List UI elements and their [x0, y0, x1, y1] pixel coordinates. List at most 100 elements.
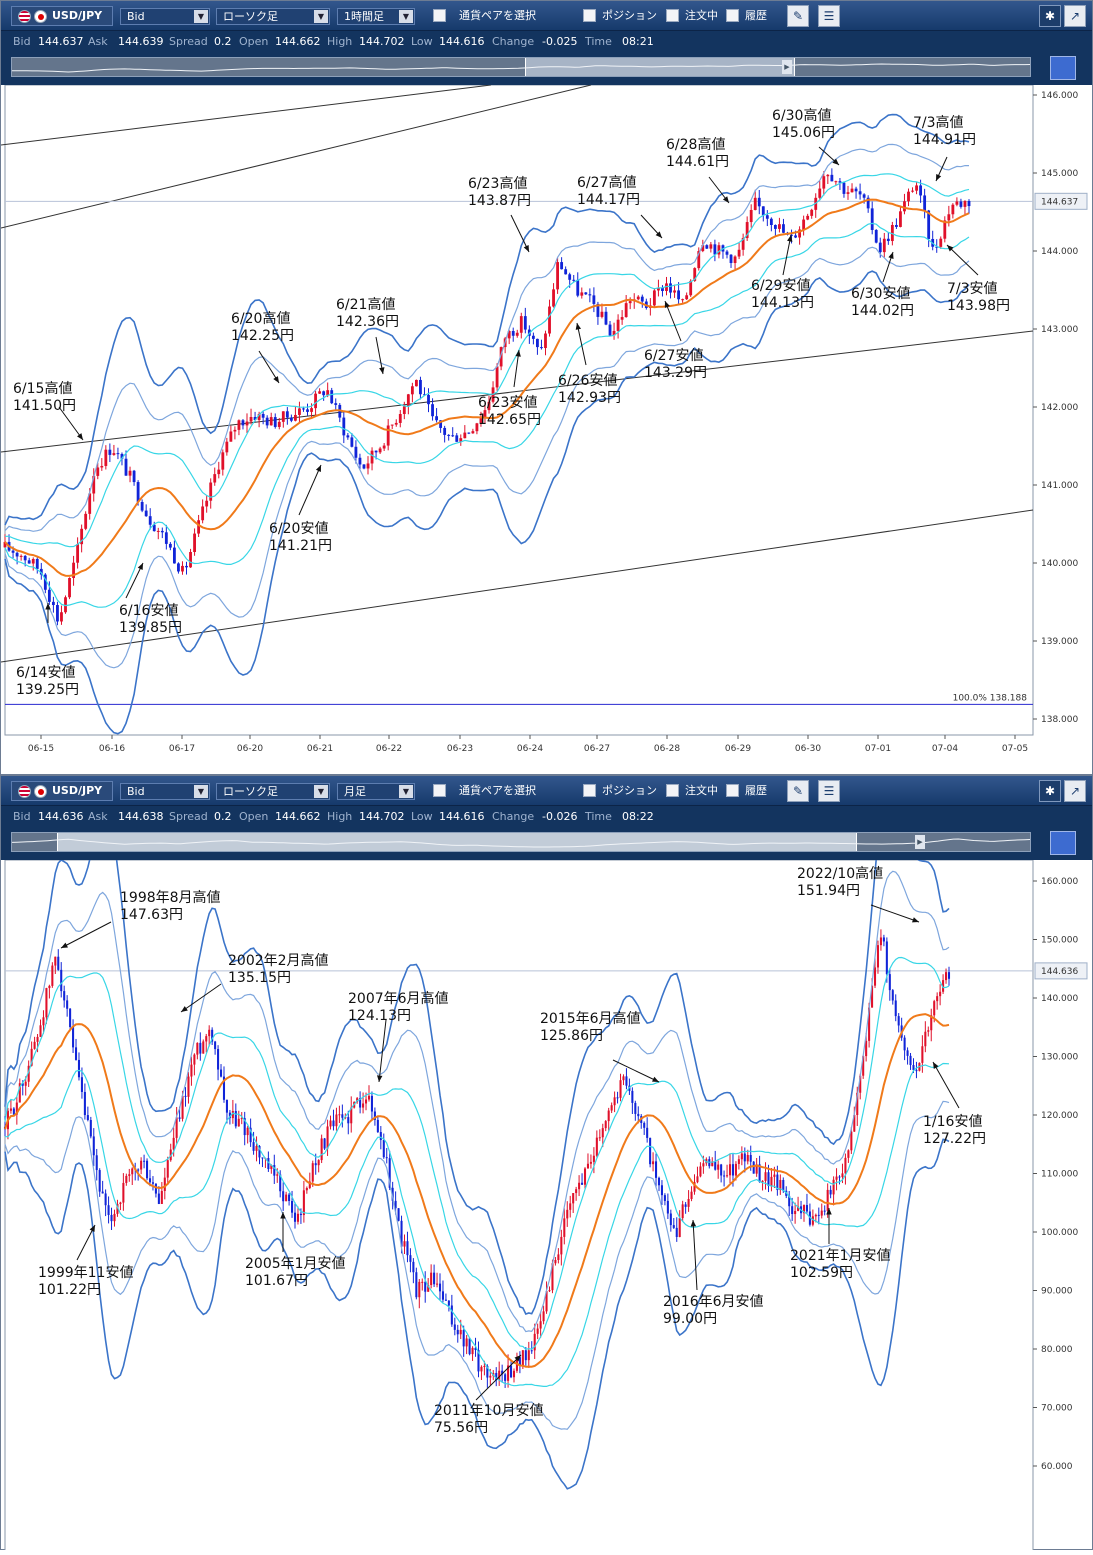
candle-body [693, 1182, 696, 1192]
change-value: -0.026 [542, 810, 578, 823]
candle-body [163, 1177, 166, 1191]
candle-body [293, 1212, 297, 1222]
indicator-list-icon[interactable]: ☰ [818, 780, 840, 802]
price-type-select[interactable]: Bid ▼ [120, 783, 210, 800]
candle-body [386, 425, 390, 446]
gear-icon[interactable]: ✱ [1039, 5, 1061, 27]
annotation-arrowhead [89, 1225, 95, 1232]
candle-body [805, 1205, 808, 1212]
zoom-toggle-button[interactable] [1050, 831, 1076, 855]
annotation-price: 144.13円 [751, 295, 814, 311]
annotation-arrowhead [515, 350, 521, 357]
candle-body [757, 197, 761, 207]
popout-icon[interactable]: ↗ [1064, 5, 1086, 27]
low-value: 144.616 [439, 35, 485, 48]
candle-body [397, 1208, 400, 1221]
navigator-selection[interactable] [57, 833, 857, 851]
navigator-right-handle[interactable]: ▶ [782, 60, 792, 74]
candle-body [3, 541, 7, 548]
candle-body [711, 1161, 714, 1167]
annotation-price: 141.50円 [13, 398, 76, 414]
x-tick-label: 06-17 [169, 744, 195, 754]
candle-body [282, 1191, 285, 1202]
orders-checkbox[interactable] [666, 9, 679, 22]
gear-icon[interactable]: ✱ [1039, 780, 1061, 802]
candle-body [231, 1111, 234, 1119]
navigator-right-handle[interactable]: ▶ [915, 835, 925, 849]
candle-body [631, 1090, 634, 1103]
chart-type-select[interactable]: ローソク足 ▼ [216, 783, 330, 800]
candle-body [684, 1204, 687, 1207]
candle-body [690, 1191, 693, 1199]
annotation-label: 2022/10高値 [797, 865, 883, 882]
high-value: 144.702 [359, 810, 405, 823]
timeframe-select[interactable]: 月足 ▼ [337, 783, 415, 800]
spread-value: 0.2 [214, 35, 232, 48]
candle-body [826, 174, 830, 177]
drawing-tool-icon[interactable]: ✎ [787, 780, 809, 802]
history-checkbox[interactable] [726, 9, 739, 22]
candle-body [581, 1182, 584, 1185]
annotation-label: 6/30安値 [851, 286, 910, 302]
annotation-arrowhead [61, 942, 68, 948]
trend-line [1, 85, 592, 229]
position-checkbox[interactable] [583, 784, 596, 797]
price-type-select[interactable]: Bid ▼ [120, 8, 210, 25]
history-checkbox[interactable] [726, 784, 739, 797]
candle-body [148, 516, 152, 525]
annotation-arrowhead [379, 367, 385, 374]
candle-body [320, 1138, 323, 1161]
candle-body [850, 188, 854, 193]
monthly-candlestick-chart[interactable]: 160.000 150.000 140.000 130.000 120.000 110.0… [1, 860, 1092, 1550]
candle-body [299, 1213, 302, 1216]
chart-type-select[interactable]: ローソク足 ▼ [216, 8, 330, 25]
navigator-track[interactable]: ▶ [11, 57, 1031, 77]
drawing-tool-icon[interactable]: ✎ [787, 5, 809, 27]
hourly-chart-window: USD/JPY Bid ▼ ローソク足 ▼ 1時間足 ▼ 通貨ペアを選択 ポジション … [0, 0, 1093, 775]
spread-label: Spread [169, 35, 208, 48]
indicator-list-icon[interactable]: ☰ [818, 5, 840, 27]
y-tick-label: 142.000 [1041, 403, 1078, 413]
candle-body [57, 956, 60, 970]
candle-body [507, 331, 511, 339]
timeframe-select[interactable]: 1時間足 ▼ [337, 8, 415, 25]
candle-body [933, 1001, 936, 1016]
plot-area: 146.000 145.000 144.000 143.000 142.000 141.0… [1, 85, 1088, 754]
candle-body [846, 192, 850, 194]
candle-body [939, 991, 942, 997]
candle-body [523, 316, 527, 330]
candle-body [318, 391, 322, 394]
candle-body [23, 555, 27, 561]
annotation-arrowhead [273, 376, 279, 383]
navigator-track[interactable]: ▶ [11, 832, 1031, 852]
candle-body [544, 333, 547, 349]
orders-checkbox[interactable] [666, 784, 679, 797]
candle-body [202, 1041, 205, 1054]
candle-body [172, 547, 176, 564]
candle-body [296, 1213, 300, 1222]
annotation-price: 144.02円 [851, 303, 914, 319]
select-pair-checkbox[interactable] [433, 784, 446, 797]
zoom-toggle-button[interactable] [1050, 56, 1076, 80]
candle-body [427, 1285, 430, 1292]
y-tick-label: 138.000 [1041, 715, 1078, 725]
candle-body [412, 1261, 415, 1273]
position-checkbox[interactable] [583, 9, 596, 22]
candle-body [552, 289, 555, 307]
annotation-arrowhead [655, 231, 662, 238]
popout-icon[interactable]: ↗ [1064, 780, 1086, 802]
candle-body [354, 446, 358, 458]
candle-body [767, 1172, 770, 1186]
candle-body [233, 429, 237, 432]
candle-body [116, 453, 120, 455]
hourly-candlestick-chart[interactable]: 146.000 145.000 144.000 143.000 142.000 141.0… [1, 85, 1092, 775]
currency-pair-button[interactable]: USD/JPY [11, 6, 113, 26]
currency-pair-button[interactable]: USD/JPY [11, 781, 113, 801]
candle-body [96, 467, 100, 476]
candle-body [9, 1108, 12, 1111]
select-pair-checkbox[interactable] [433, 9, 446, 22]
annotation-price: 147.63円 [120, 907, 183, 923]
annotation-label: 6/15高値 [13, 380, 72, 397]
candle-body [830, 174, 834, 182]
candle-body [773, 1174, 776, 1177]
